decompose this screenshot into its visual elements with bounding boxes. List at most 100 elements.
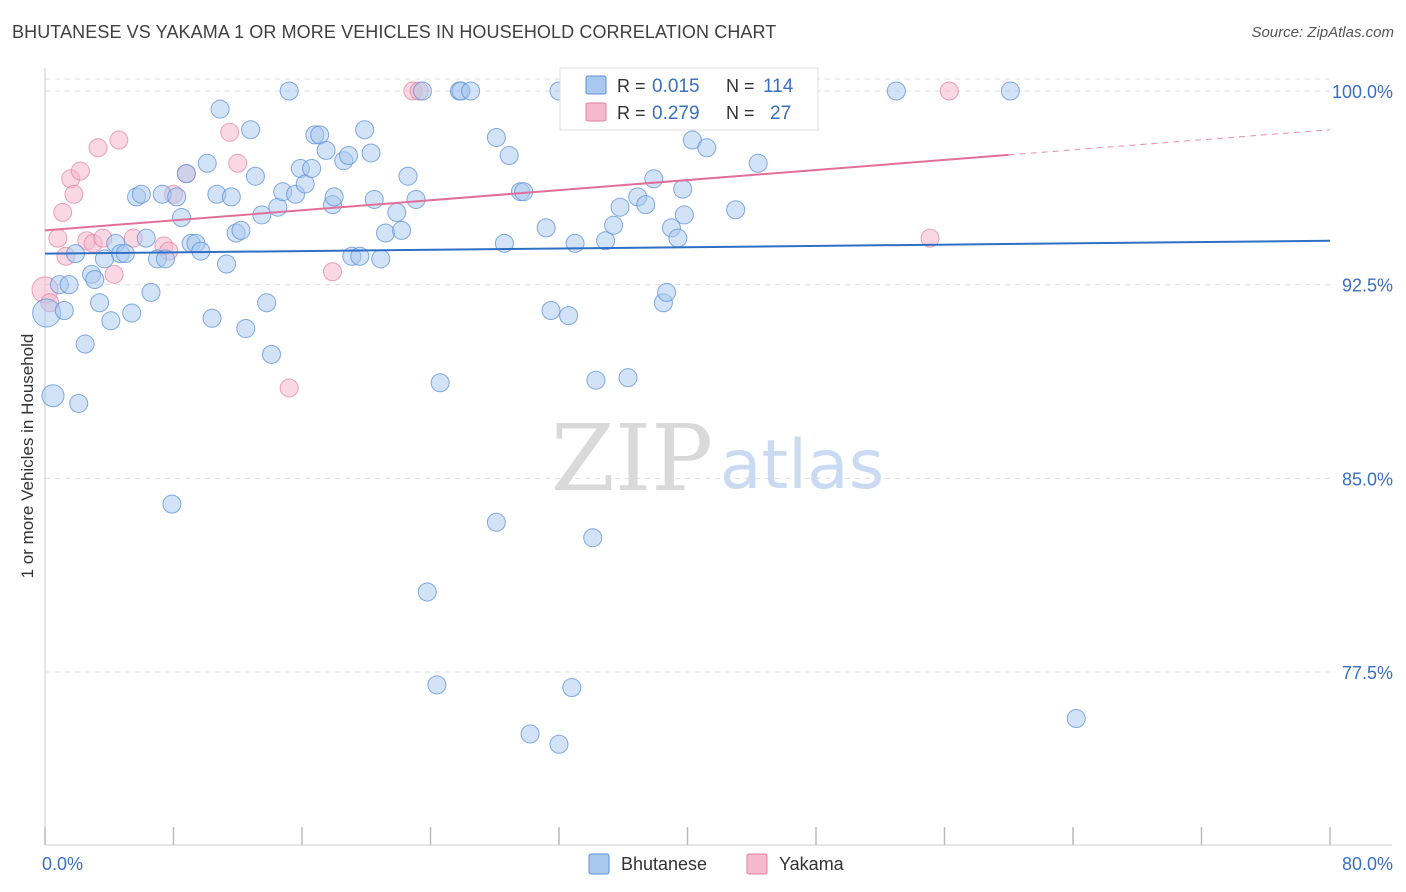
bhutanese-point <box>172 208 192 228</box>
bhutanese-point <box>886 81 906 101</box>
bhutanese-point <box>54 300 74 320</box>
bhutanese-point <box>673 179 693 199</box>
bottom-legend-swatch-bhutanese <box>588 853 610 875</box>
bhutanese-point <box>41 384 65 408</box>
bhutanese-point <box>549 734 569 754</box>
bhutanese-point <box>565 233 585 253</box>
bhutanese-point <box>316 140 336 160</box>
yakama-point <box>109 130 129 150</box>
bhutanese-point <box>59 275 79 295</box>
bhutanese-point <box>324 187 344 207</box>
bhutanese-point <box>90 293 110 313</box>
legend-r-value-2: 0.279 <box>652 103 700 124</box>
watermark-zip: ZIP <box>551 405 713 512</box>
bhutanese-point <box>562 677 582 697</box>
bhutanese-point <box>279 81 299 101</box>
bhutanese-point <box>583 528 603 548</box>
bhutanese-point <box>241 120 261 140</box>
bhutanese-point <box>618 368 638 388</box>
watermark-atlas: atlas <box>720 426 884 505</box>
legend-n-label-1: N = <box>726 76 755 96</box>
source-credit: Source: ZipAtlas.com <box>1251 24 1394 41</box>
bottom-legend-yakama: Yakama <box>779 854 845 874</box>
bottom-legend-swatch-yakama <box>746 853 768 875</box>
yakama-point <box>53 202 73 222</box>
bhutanese-point <box>361 143 381 163</box>
yakama-point <box>70 161 90 181</box>
bhutanese-point <box>486 512 506 532</box>
chart-title: BHUTANESE VS YAKAMA 1 OR MORE VEHICLES I… <box>12 22 777 42</box>
bhutanese-trend-line <box>44 239 1331 255</box>
yakama-point <box>920 228 940 248</box>
bhutanese-point <box>252 205 272 225</box>
legend-r-label-1: R = <box>617 76 646 96</box>
bhutanese-point <box>412 81 432 101</box>
yakama-trend-extension <box>1008 129 1331 156</box>
bhutanese-point <box>644 169 664 189</box>
y-tick-label: 77.5% <box>1342 663 1393 683</box>
bhutanese-point <box>101 311 121 331</box>
bhutanese-point <box>610 197 630 217</box>
bhutanese-point <box>162 494 182 514</box>
bhutanese-point <box>541 300 561 320</box>
bhutanese-point <box>586 370 606 390</box>
bhutanese-point <box>697 138 717 158</box>
bhutanese-point <box>176 164 196 184</box>
bhutanese-point <box>217 254 237 274</box>
bhutanese-point <box>376 223 396 243</box>
bhutanese-point <box>1066 708 1086 728</box>
bhutanese-point <box>350 246 370 266</box>
bhutanese-point <box>231 220 251 240</box>
bhutanese-point <box>559 306 579 326</box>
yakama-point <box>104 264 124 284</box>
bhutanese-point <box>430 373 450 393</box>
x-tick-label: 0.0% <box>42 854 83 874</box>
bhutanese-point <box>210 99 230 119</box>
bhutanese-point <box>221 187 241 207</box>
bhutanese-point <box>197 153 217 173</box>
bhutanese-point <box>520 724 540 744</box>
bhutanese-points <box>32 81 1086 754</box>
bhutanese-point <box>596 231 616 251</box>
bhutanese-point <box>486 127 506 147</box>
x-tick-label: 80.0% <box>1342 854 1393 874</box>
yakama-point <box>279 378 299 398</box>
series-legend: Bhutanese Yakama <box>588 853 845 875</box>
yakama-trend-line <box>44 153 1009 232</box>
bhutanese-point <box>536 218 556 238</box>
legend-r-label-2: R = <box>617 103 646 123</box>
bhutanese-point <box>141 282 161 302</box>
legend-r-value-1: 0.015 <box>652 76 700 97</box>
bhutanese-point <box>417 582 437 602</box>
yakama-point <box>220 122 240 142</box>
y-tick-label: 85.0% <box>1342 469 1393 489</box>
legend-n-label-2: N = <box>726 103 755 123</box>
bhutanese-point <box>494 233 514 253</box>
bhutanese-point <box>499 146 519 166</box>
bhutanese-point <box>245 166 265 186</box>
correlation-legend: R = 0.015 N = 114 R = 0.279 N = 27 <box>559 67 819 131</box>
legend-n-value-2: 27 <box>770 103 791 124</box>
yakama-point <box>939 81 959 101</box>
bhutanese-point <box>131 184 151 204</box>
bhutanese-point <box>427 675 447 695</box>
trend-lines <box>44 129 1331 255</box>
bhutanese-point <box>657 282 677 302</box>
bhutanese-point <box>136 228 156 248</box>
bhutanese-point <box>461 81 481 101</box>
bhutanese-point <box>748 153 768 173</box>
bhutanese-point <box>398 166 418 186</box>
bhutanese-point <box>236 319 256 339</box>
bhutanese-point <box>85 269 105 289</box>
yakama-point <box>64 184 84 204</box>
bhutanese-point <box>75 334 95 354</box>
bhutanese-point <box>355 120 375 140</box>
y-tick-label: 92.5% <box>1342 276 1393 296</box>
bhutanese-point <box>674 205 694 225</box>
bottom-legend-bhutanese: Bhutanese <box>621 854 707 874</box>
legend-n-value-1: 114 <box>763 76 794 97</box>
yakama-point <box>48 228 68 248</box>
bhutanese-point <box>636 195 656 215</box>
bhutanese-point <box>167 187 187 207</box>
